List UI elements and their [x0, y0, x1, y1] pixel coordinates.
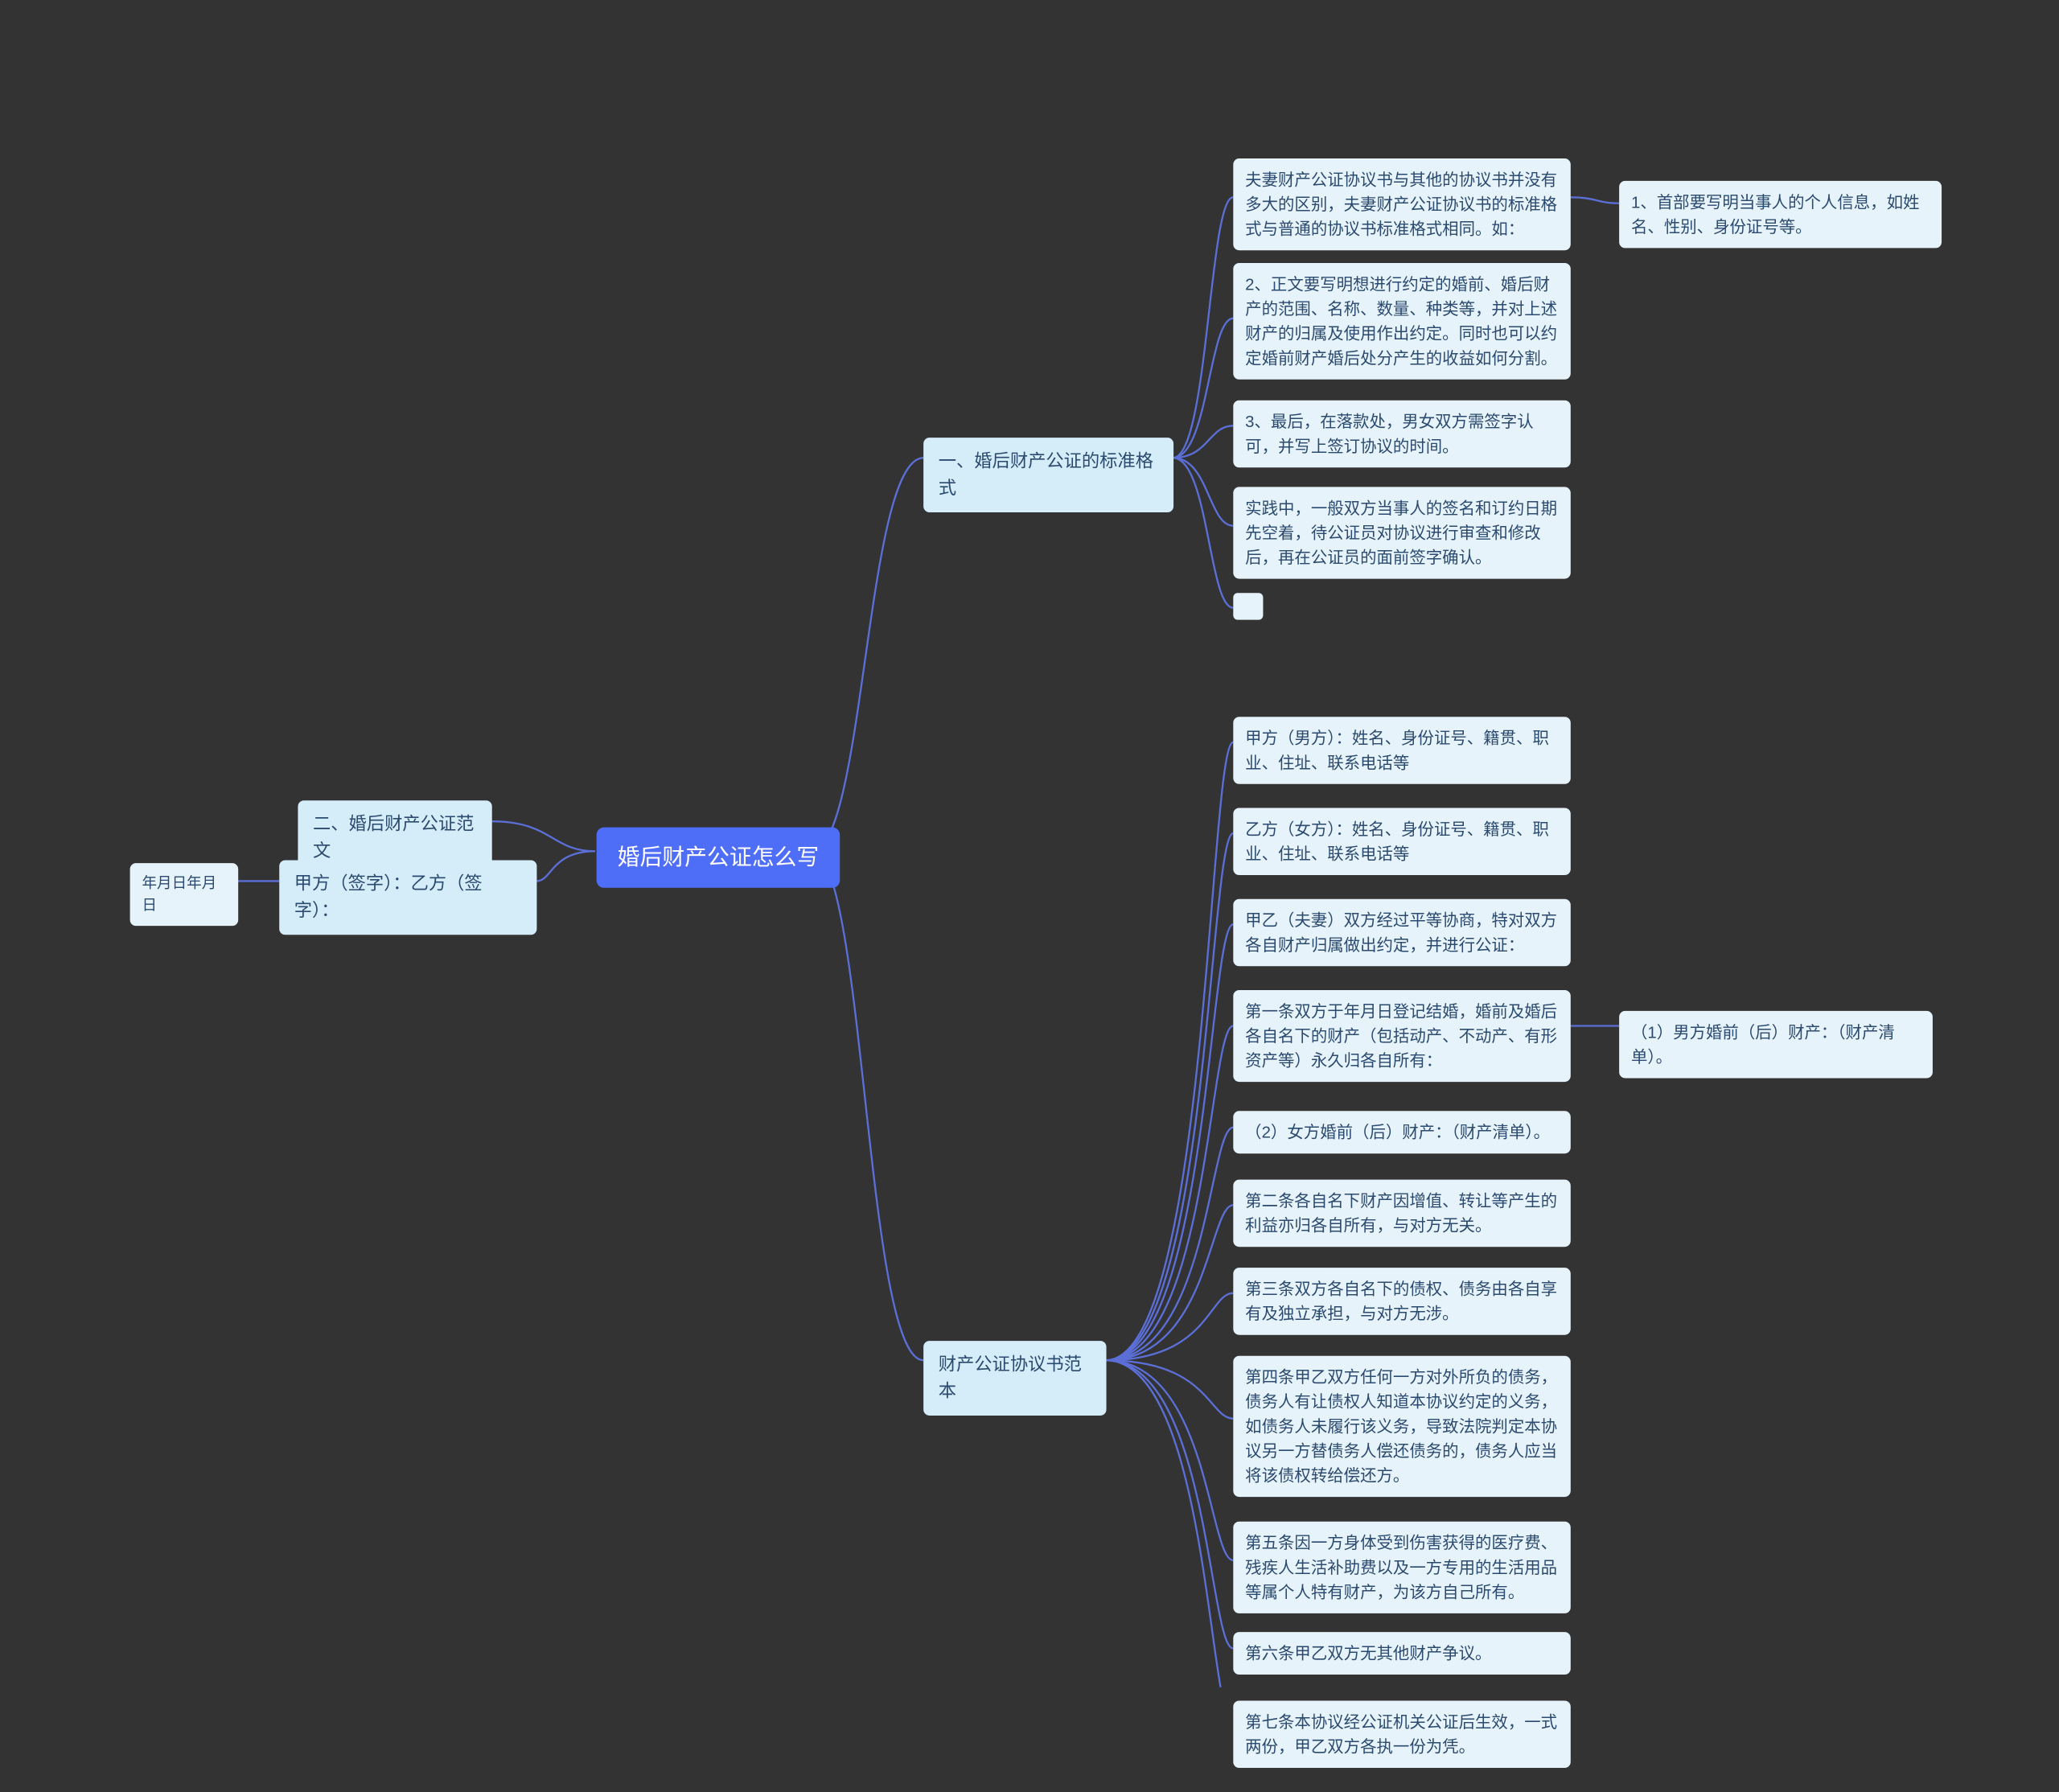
leaf-s1-intro-child[interactable]: 1、首部要写明当事人的个人信息，如姓名、性别、身份证号等。: [1619, 181, 1942, 249]
leaf-s2-art7[interactable]: 第七条本协议经公证机关公证后生效，一式两份，甲乙双方各执一份为凭。: [1233, 1700, 1570, 1768]
leaf-s2-art1b[interactable]: （2）女方婚前（后）财产：（财产清单）。: [1233, 1111, 1570, 1153]
branch-section2[interactable]: 财产公证协议书范本: [923, 1341, 1106, 1416]
leaf-s1-item3[interactable]: 3、最后，在落款处，男女双方需签字认可，并写上签订协议的时间。: [1233, 401, 1570, 468]
leaf-s2-art2[interactable]: 第二条各自名下财产因增值、转让等产生的利益亦归各自所有，与对方无关。: [1233, 1180, 1570, 1247]
leaf-s2-art4[interactable]: 第四条甲乙双方任何一方对外所负的债务，债务人有让债权人知道本协议约定的义务，如债…: [1233, 1356, 1570, 1497]
leaf-s2-art1[interactable]: 第一条双方于年月日登记结婚，婚前及婚后各自名下的财产（包括动产、不动产、有形资产…: [1233, 990, 1570, 1082]
root-node[interactable]: 婚后财产公证怎么写: [597, 828, 840, 888]
leaf-s2-art3[interactable]: 第三条双方各自名下的债权、债务由各自享有及独立承担，与对方无涉。: [1233, 1268, 1570, 1335]
leaf-s1-empty[interactable]: [1233, 593, 1263, 619]
left-signature[interactable]: 甲方（签字）：乙方（签字）：: [279, 860, 536, 935]
leaf-s1-intro[interactable]: 夫妻财产公证协议书与其他的协议书并没有多大的区别，夫妻财产公证协议书的标准格式与…: [1233, 158, 1570, 250]
leaf-s2-art5[interactable]: 第五条因一方身体受到伤害获得的医疗费、残疾人生活补助费以及一方专用的生活用品等属…: [1233, 1522, 1570, 1613]
leaf-s2-art1-child[interactable]: （1）男方婚前（后）财产：（财产清单）。: [1619, 1011, 1933, 1079]
left-date[interactable]: 年月日年月日: [130, 863, 239, 926]
leaf-s2-preamble[interactable]: 甲乙（夫妻）双方经过平等协商，特对双方各自财产归属做出约定，并进行公证：: [1233, 899, 1570, 967]
leaf-s2-party-b[interactable]: 乙方（女方）：姓名、身份证号、籍贯、职业、住址、联系电话等: [1233, 808, 1570, 875]
leaf-s1-item2[interactable]: 2、正文要写明想进行约定的婚前、婚后财产的范围、名称、数量、种类等，并对上述财产…: [1233, 263, 1570, 380]
leaf-s1-practice[interactable]: 实践中，一般双方当事人的签名和订约日期先空着，待公证员对协议进行审查和修改后，再…: [1233, 487, 1570, 578]
leaf-s2-party-a[interactable]: 甲方（男方）：姓名、身份证号、籍贯、职业、住址、联系电话等: [1233, 717, 1570, 784]
branch-section1[interactable]: 一、婚后财产公证的标准格式: [923, 438, 1173, 512]
mindmap-canvas: 婚后财产公证怎么写 二、婚后财产公证范文 甲方（签字）：乙方（签字）： 年月日年…: [74, 24, 1985, 1687]
leaf-s2-art6[interactable]: 第六条甲乙双方无其他财产争议。: [1233, 1632, 1570, 1675]
